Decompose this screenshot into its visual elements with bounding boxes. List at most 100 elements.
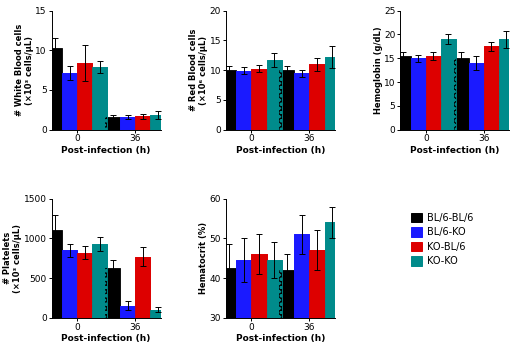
Bar [453, 58, 469, 130]
Bar [279, 70, 294, 130]
Bar [62, 250, 77, 318]
Bar [499, 39, 514, 130]
X-axis label: Post-infection (h): Post-infection (h) [62, 146, 151, 155]
X-axis label: Post-infection (h): Post-infection (h) [62, 334, 151, 343]
Bar [221, 268, 236, 353]
Bar [135, 257, 150, 318]
Bar [426, 56, 441, 130]
Bar [62, 73, 77, 130]
Bar [469, 63, 484, 130]
Bar [484, 46, 499, 130]
Bar [267, 260, 282, 353]
Bar [120, 306, 135, 318]
Bar [325, 222, 340, 353]
Bar [92, 67, 108, 130]
Bar [267, 260, 282, 353]
Bar [62, 250, 77, 318]
Bar [77, 253, 92, 318]
Bar [150, 114, 165, 130]
Bar [267, 60, 282, 130]
Bar [426, 56, 441, 130]
Legend: BL/6-BL/6, BL/6-KO, KO-BL/6, KO-KO: BL/6-BL/6, BL/6-KO, KO-BL/6, KO-KO [410, 213, 474, 266]
Bar [236, 71, 251, 130]
Bar [92, 244, 108, 318]
Bar [499, 39, 514, 130]
Bar [469, 63, 484, 130]
Bar [120, 117, 135, 130]
Y-axis label: Hematocrit (%): Hematocrit (%) [199, 222, 208, 294]
Bar [251, 254, 267, 353]
Y-axis label: # Red Blood cells
(×10⁶ cells/μL): # Red Blood cells (×10⁶ cells/μL) [189, 29, 208, 111]
Bar [92, 67, 108, 130]
Bar [150, 310, 165, 318]
Bar [236, 71, 251, 130]
X-axis label: Post-infection (h): Post-infection (h) [236, 334, 325, 343]
Bar [294, 73, 310, 130]
Bar [426, 56, 441, 130]
Y-axis label: Hemoglobin (g/dL): Hemoglobin (g/dL) [374, 26, 383, 114]
Bar [120, 306, 135, 318]
Bar [47, 48, 62, 130]
Bar [279, 270, 294, 353]
Bar [120, 306, 135, 318]
Bar [251, 69, 267, 130]
Bar [150, 114, 165, 130]
Bar [294, 234, 310, 353]
Bar [150, 310, 165, 318]
Bar [310, 64, 325, 130]
Bar [294, 234, 310, 353]
Bar [77, 63, 92, 130]
Bar [499, 39, 514, 130]
Bar [410, 58, 426, 130]
Bar [251, 69, 267, 130]
Bar [221, 70, 236, 130]
Bar [251, 254, 267, 353]
Bar [310, 250, 325, 353]
Bar [150, 114, 165, 130]
Bar [135, 116, 150, 130]
Bar [267, 60, 282, 130]
Bar [236, 260, 251, 353]
Bar [62, 73, 77, 130]
Bar [325, 222, 340, 353]
Bar [410, 58, 426, 130]
Bar [410, 58, 426, 130]
Bar [325, 57, 340, 130]
Bar [310, 64, 325, 130]
Y-axis label: # White Blood cells
(×10³ cells/μL): # White Blood cells (×10³ cells/μL) [14, 24, 34, 116]
Bar [310, 250, 325, 353]
Bar [236, 71, 251, 130]
Bar [484, 46, 499, 130]
Bar [484, 46, 499, 130]
Bar [105, 117, 120, 130]
Bar [251, 69, 267, 130]
Bar [77, 63, 92, 130]
Bar [236, 260, 251, 353]
Bar [150, 310, 165, 318]
Bar [77, 253, 92, 318]
Bar [47, 229, 62, 318]
Bar [135, 116, 150, 130]
Bar [294, 73, 310, 130]
Bar [62, 250, 77, 318]
Bar [251, 254, 267, 353]
Bar [441, 39, 456, 130]
X-axis label: Post-infection (h): Post-infection (h) [410, 146, 499, 155]
Bar [294, 234, 310, 353]
Bar [135, 257, 150, 318]
Bar [310, 64, 325, 130]
Bar [236, 260, 251, 353]
Bar [325, 57, 340, 130]
Bar [92, 244, 108, 318]
Bar [105, 268, 120, 318]
Bar [135, 116, 150, 130]
Bar [294, 73, 310, 130]
Bar [310, 250, 325, 353]
Bar [267, 60, 282, 130]
X-axis label: Post-infection (h): Post-infection (h) [236, 146, 325, 155]
Bar [120, 117, 135, 130]
Bar [77, 253, 92, 318]
Bar [62, 73, 77, 130]
Bar [120, 117, 135, 130]
Bar [396, 56, 410, 130]
